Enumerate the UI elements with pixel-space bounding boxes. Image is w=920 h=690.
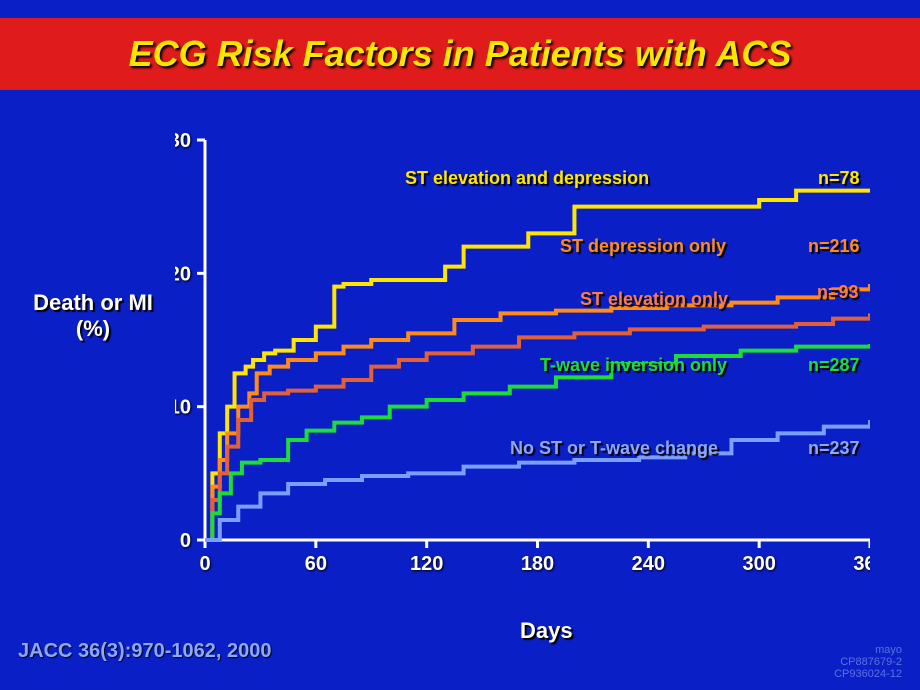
series-label-st_elev_only: ST elevation only [580,289,728,310]
series-n-st_dep_only: n=216 [808,236,860,257]
corner-credits: mayo CP887679-2 CP936024-12 [834,644,902,680]
chart-area: 0102030060120180240300360 [175,130,870,575]
svg-text:300: 300 [742,553,775,575]
series-label-twave_only: T-wave inversion only [540,355,727,376]
series-n-st_elev_only: n=93 [817,282,859,303]
svg-text:240: 240 [632,553,665,575]
svg-text:180: 180 [521,553,554,575]
series-label-st_elev_dep: ST elevation and depression [405,168,649,189]
svg-text:120: 120 [410,553,443,575]
slide-title: ECG Risk Factors in Patients with ACS [129,33,792,75]
series-label-no_change: No ST or T-wave change [510,438,718,459]
series-n-no_change: n=237 [808,438,860,459]
svg-text:0: 0 [199,553,210,575]
series-n-twave_only: n=287 [808,355,860,376]
svg-text:60: 60 [305,553,327,575]
svg-text:30: 30 [175,130,191,152]
series-label-st_dep_only: ST depression only [560,236,726,257]
svg-text:10: 10 [175,397,191,419]
svg-text:0: 0 [180,530,191,552]
line-chart: 0102030060120180240300360 [175,130,870,575]
x-axis-label: Days [520,618,573,644]
series-n-st_elev_dep: n=78 [818,168,860,189]
citation-text: JACC 36(3):970-1062, 2000 [18,640,272,663]
svg-text:20: 20 [175,263,191,285]
svg-text:360: 360 [853,553,870,575]
y-axis-label: Death or MI(%) [18,290,168,342]
title-bar: ECG Risk Factors in Patients with ACS [0,18,920,90]
